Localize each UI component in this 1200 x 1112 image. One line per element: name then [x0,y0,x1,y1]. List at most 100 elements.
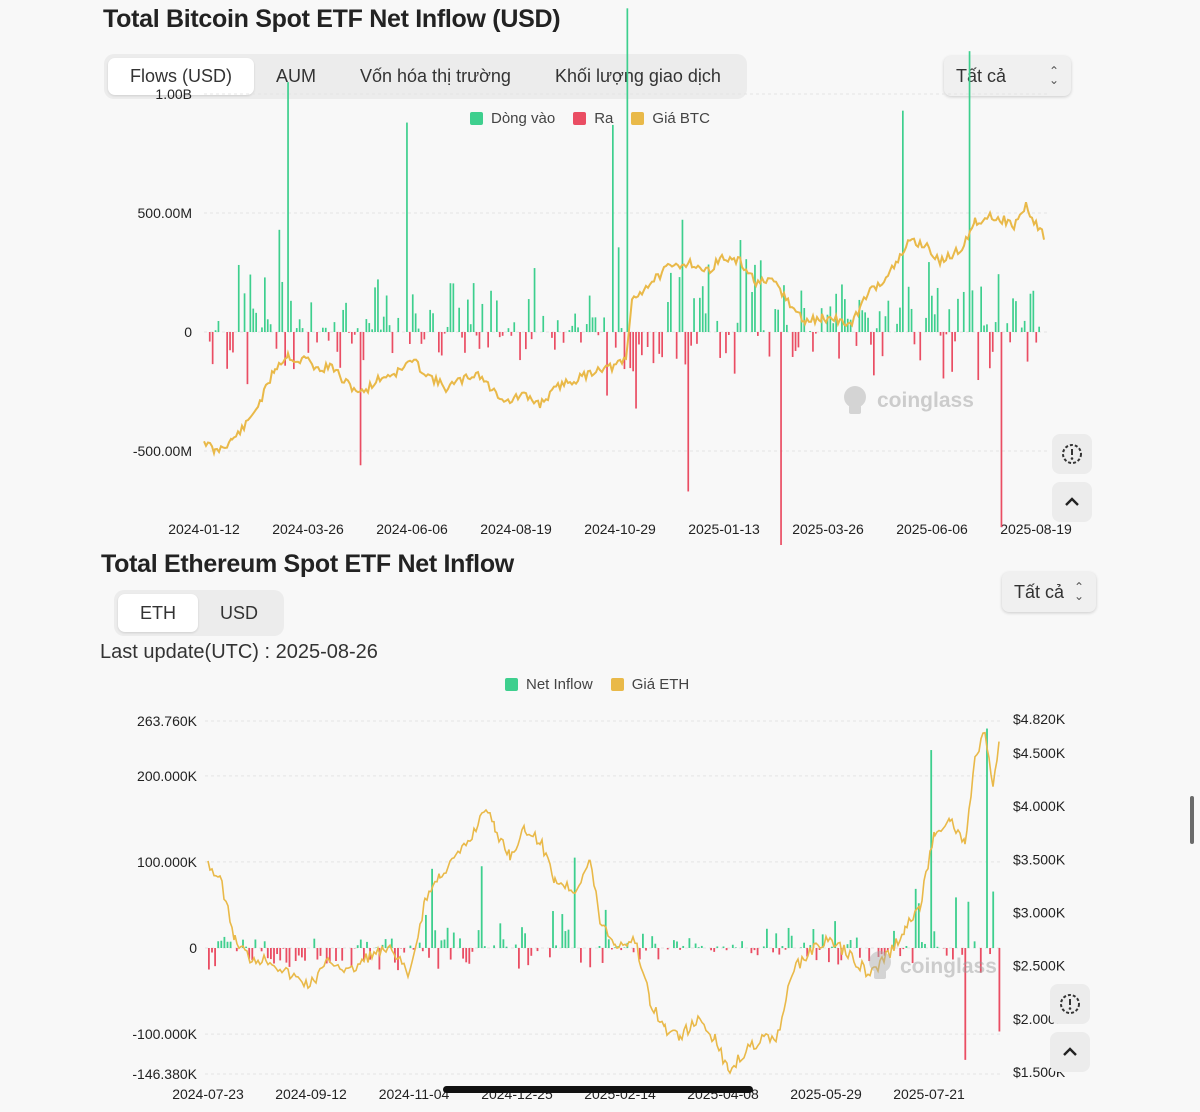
outflow-bar [421,948,424,952]
tab-flows[interactable]: Flows (USD) [108,58,254,95]
outflow-bar [828,948,830,963]
outflow-bar [750,948,753,954]
outflow-bar [806,948,809,957]
legend-outflow[interactable]: Ra [573,110,613,127]
inflow-bar [1006,323,1009,332]
outflow-bar [797,332,800,348]
page-scrollbar[interactable] [1190,796,1194,844]
inflow-bar [731,944,734,948]
inflow-bar [1023,320,1026,332]
outflow-bar [462,948,464,959]
outflow-bar [536,948,539,952]
legend-net-inflow[interactable]: Net Inflow [505,676,593,693]
btc-price-line [203,201,1045,457]
inflow-bar [397,317,400,332]
inflow-bar [459,938,461,948]
outflow-bar [873,332,875,376]
btc-scroll-top-button[interactable] [1052,482,1092,522]
inflow-bar [431,868,433,948]
eth-info-button[interactable] [1050,984,1090,1024]
tab-aum[interactable]: AUM [276,66,316,86]
x-tick-label: 2025-03-26 [792,521,864,537]
last-update-text: Last update(UTC) : 2025-08-26 [100,641,378,663]
x-tick-label: 2024-03-26 [272,521,344,537]
y-tick-label: -146.380K [132,1066,197,1082]
inflow-bar [603,317,605,332]
inflow-bar [472,283,475,332]
inflow-bar [682,945,685,948]
outflow-bar [899,948,902,957]
inflow-bar [1012,298,1014,332]
outflow-bar [954,332,956,342]
eth-scroll-top-button[interactable] [1050,1032,1090,1072]
btc-info-button[interactable] [1052,434,1092,474]
outflow-bar [815,332,817,334]
inflow-bar [481,303,484,332]
tab-market-cap[interactable]: Vốn hóa thị trường [360,66,511,86]
outflow-bar [1026,332,1029,362]
legend-eth-price[interactable]: Giá ETH [610,676,689,693]
inflow-bar [849,319,852,332]
watermark: coinglass [844,386,974,414]
legend-btc-price[interactable]: Giá BTC [631,110,710,127]
y-tick-label: -500.00M [133,443,192,459]
eth-range-select[interactable]: Tất cả ⌃ ⌄ [1002,572,1096,612]
inflow-bar [786,324,788,332]
inflow-bar [962,291,965,332]
inflow-bar [697,947,700,948]
inflow-bar [925,317,927,332]
outflow-bar [883,948,886,956]
inflow-bar [759,260,762,332]
inflow-bar [762,330,765,332]
inflow-bar [223,936,226,948]
outflow-bar [638,948,641,960]
inflow-bar [620,328,623,332]
inflow-bar [849,940,852,948]
legend-inflow[interactable]: Dòng vào [470,110,555,127]
outflow-bar [964,948,967,1060]
btc-chart-title: Total Bitcoin Spot ETF Net Inflow (USD) [103,5,561,33]
y2-tick-label: $4.000K [1013,798,1066,814]
inflow-bar [667,302,669,332]
inflow-bar [893,930,895,948]
inflow-bar [425,914,427,948]
inflow-bar [414,313,417,332]
outflow-bar [768,332,771,357]
outflow-bar [666,948,669,950]
inflow-bar [243,293,246,332]
inflow-bar [217,320,220,332]
inflow-bar [254,939,257,948]
inflow-bar [573,857,576,948]
outflow-bar [428,948,430,958]
outflow-bar [1009,332,1011,343]
inflow-bar [356,945,359,948]
outflow-bar [725,948,728,951]
outflow-bar [629,332,632,369]
inflow-bar [607,939,610,948]
inflow-bar [434,930,437,948]
tab-trading-volume[interactable]: Khối lượng giao dịch [554,66,721,86]
outflow-bar [226,332,228,369]
inflow-bar [751,292,753,332]
inflow-bar [281,281,284,332]
inflow-bar [417,328,420,332]
inflow-bar [809,945,812,948]
inflow-bar [411,294,414,332]
btc-metric-tabs: Flows (USD) AUM Vốn hóa thị trường Khối … [104,54,747,99]
x-tick-label: 2024-08-19 [480,521,552,537]
outflow-bar [319,948,322,956]
outflow-bar [378,948,381,970]
tab-eth[interactable]: ETH [118,594,198,632]
outflow-bar [837,948,840,965]
inflow-bar [374,287,376,332]
inflow-bar [542,315,545,332]
inflow-bar [446,927,449,948]
tab-usd[interactable]: USD [220,602,259,623]
watermark-text: coinglass [877,389,974,412]
outflow-bar [580,332,582,343]
outflow-bar [870,332,872,345]
inflow-bar [499,923,502,948]
btc-range-select[interactable]: Tất cả ⌃ ⌄ [944,56,1071,96]
outflow-bar [341,948,344,961]
inflow-bar [777,309,779,332]
